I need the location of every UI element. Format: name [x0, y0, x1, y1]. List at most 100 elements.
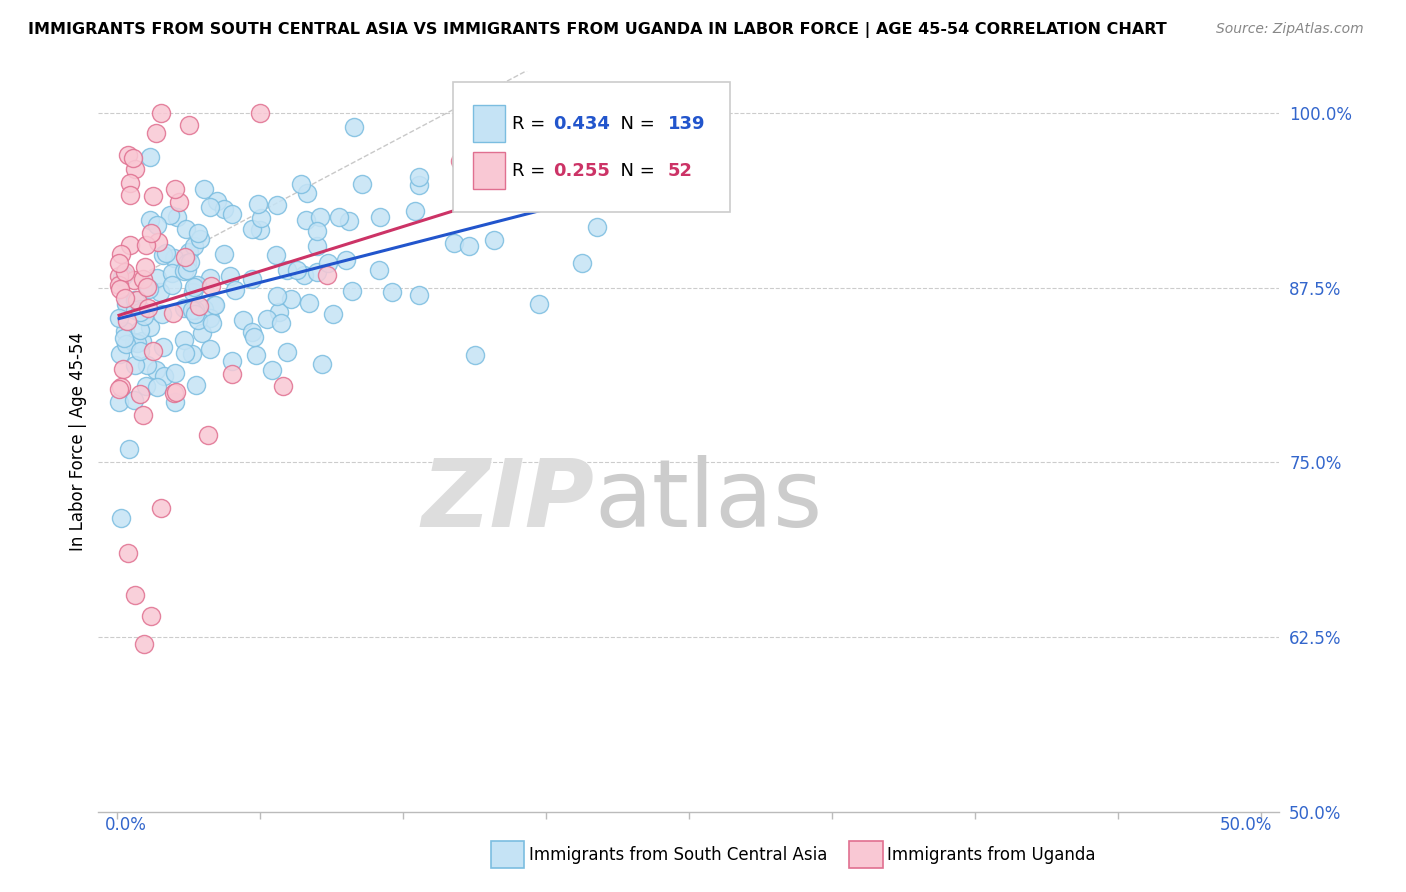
Point [138, 212, 160, 227]
Point [134, 260, 156, 274]
Point [183, 280, 205, 294]
Point [114, 324, 136, 338]
Point [112, 268, 135, 282]
Point [498, 185, 520, 199]
Point [270, 316, 292, 330]
Point [221, 207, 243, 221]
Point [135, 238, 157, 252]
Text: 0.434: 0.434 [553, 115, 610, 133]
Point [290, 177, 312, 191]
Point [262, 363, 284, 377]
Point [110, 511, 132, 525]
Point [190, 326, 212, 341]
Point [297, 186, 319, 201]
Text: N =: N = [609, 161, 661, 179]
Point [200, 279, 222, 293]
Point [184, 377, 207, 392]
Point [571, 256, 593, 270]
Point [174, 221, 197, 235]
Point [146, 380, 169, 394]
Point [368, 263, 391, 277]
Point [150, 307, 173, 321]
Point [276, 262, 298, 277]
Text: R =: R = [512, 115, 551, 133]
Point [179, 244, 201, 259]
Point [117, 546, 139, 560]
Point [134, 637, 156, 651]
Point [163, 252, 186, 266]
Point [295, 213, 318, 227]
Point [108, 278, 131, 293]
Point [186, 278, 208, 293]
Point [129, 343, 152, 358]
Point [256, 311, 278, 326]
Point [408, 288, 430, 302]
Point [115, 296, 138, 310]
Point [285, 263, 308, 277]
Point [134, 309, 156, 323]
Point [316, 256, 339, 270]
Point [271, 378, 294, 392]
Point [197, 427, 219, 442]
Point [124, 273, 146, 287]
Point [124, 162, 146, 177]
Point [176, 263, 198, 277]
Point [276, 345, 298, 359]
Point [111, 269, 134, 284]
Point [120, 188, 142, 202]
Point [108, 282, 131, 296]
Point [173, 333, 195, 347]
Point [163, 385, 186, 400]
Point [221, 353, 243, 368]
Point [129, 323, 152, 337]
Point [128, 301, 150, 316]
Point [335, 252, 357, 267]
Point [190, 231, 212, 245]
Point [112, 331, 135, 345]
Point [138, 282, 160, 296]
Point [214, 247, 236, 261]
Point [232, 313, 254, 327]
Point [136, 301, 159, 316]
Point [129, 305, 152, 319]
Point [180, 303, 202, 318]
Point [307, 224, 329, 238]
Point [527, 297, 550, 311]
Point [240, 325, 263, 339]
Point [149, 501, 172, 516]
Point [202, 297, 225, 311]
Point [198, 310, 221, 325]
Text: R =: R = [512, 161, 551, 179]
Point [124, 303, 146, 318]
Point [294, 268, 316, 282]
Point [115, 298, 138, 312]
Point [408, 178, 430, 192]
Point [122, 151, 145, 165]
Text: N =: N = [609, 115, 661, 133]
Point [187, 300, 209, 314]
Point [141, 188, 163, 202]
Text: Source: ZipAtlas.com: Source: ZipAtlas.com [1216, 22, 1364, 37]
Point [264, 248, 287, 262]
Point [193, 301, 215, 316]
Point [142, 343, 165, 358]
Point [316, 268, 339, 282]
Point [118, 237, 141, 252]
Point [449, 154, 471, 169]
Point [250, 211, 273, 225]
Point [115, 313, 138, 327]
Point [117, 148, 139, 162]
Point [337, 214, 360, 228]
Point [152, 248, 174, 262]
Point [155, 246, 177, 260]
Point [162, 306, 184, 320]
Point [110, 246, 132, 260]
Point [243, 330, 266, 344]
Point [464, 348, 486, 362]
Point [245, 348, 267, 362]
Point [124, 358, 146, 372]
Point [108, 256, 131, 270]
Point [120, 176, 142, 190]
Text: atlas: atlas [595, 455, 823, 547]
Text: Immigrants from South Central Asia: Immigrants from South Central Asia [529, 846, 827, 863]
